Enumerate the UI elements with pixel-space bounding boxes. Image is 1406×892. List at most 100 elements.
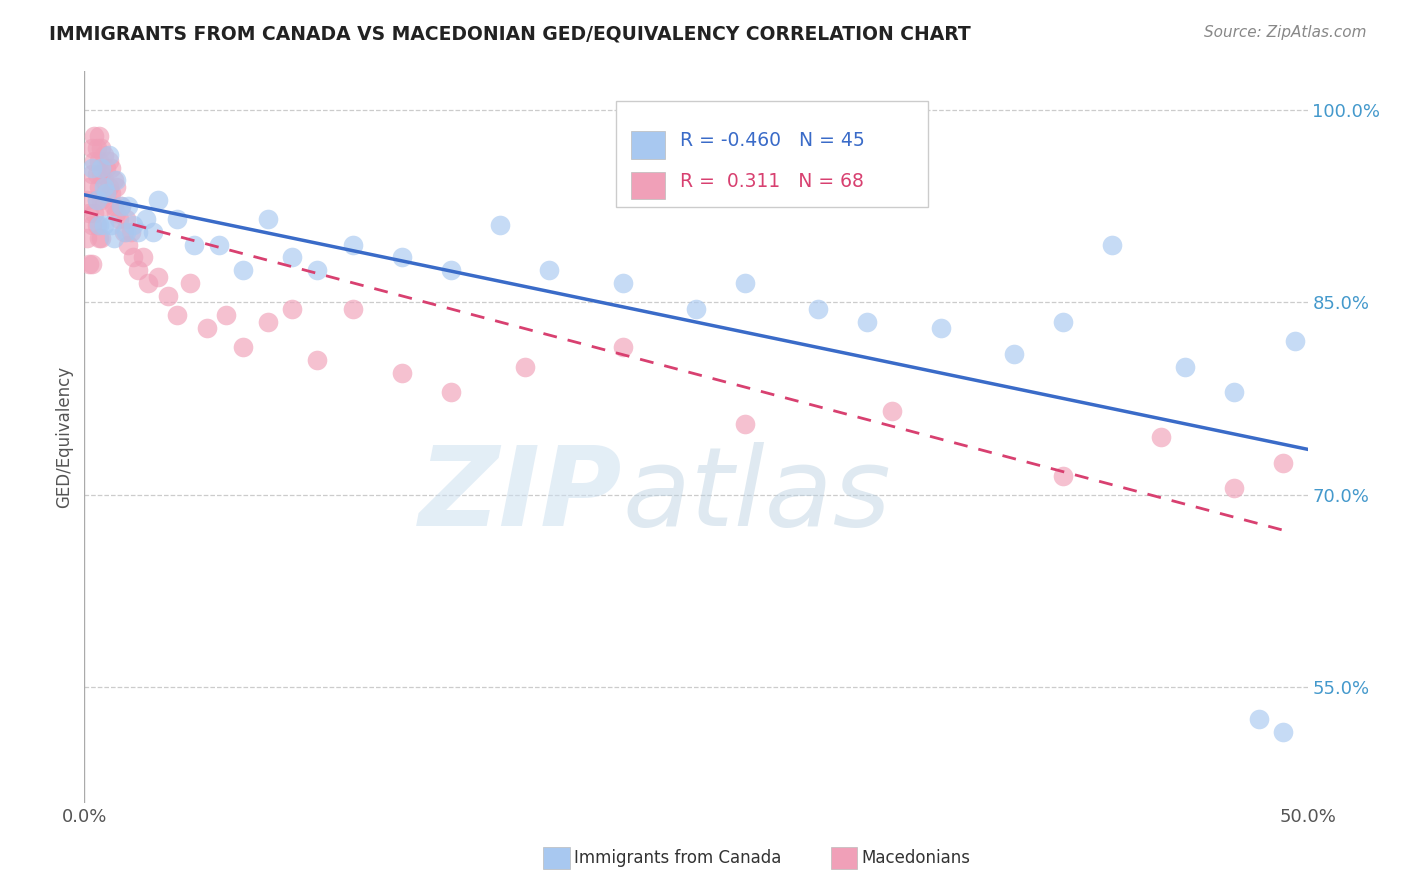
Point (90, 193, 112, 207)
Point (281, 251, 304, 265)
Point (166, 308, 188, 322)
Point (103, 231, 125, 245)
Point (93, 179, 115, 194)
Point (77, 179, 100, 194)
Text: IMMIGRANTS FROM CANADA VS MACEDONIAN GED/EQUIVALENCY CORRELATION CHART: IMMIGRANTS FROM CANADA VS MACEDONIAN GED… (49, 25, 972, 44)
Point (76, 231, 98, 245)
FancyBboxPatch shape (631, 171, 665, 200)
Point (87, 154, 110, 169)
Point (183, 237, 205, 252)
Point (86, 219, 108, 233)
Point (136, 276, 159, 290)
Point (86, 193, 108, 207)
Point (856, 315, 879, 329)
Point (90, 167, 112, 181)
Point (97, 154, 120, 169)
Point (305, 353, 328, 368)
Point (1052, 468, 1074, 483)
Point (232, 263, 254, 277)
Text: Immigrants from Canada: Immigrants from Canada (574, 848, 780, 867)
Point (80, 219, 103, 233)
Point (96, 186, 118, 201)
Point (1272, 725, 1295, 739)
Text: atlas: atlas (623, 442, 891, 549)
Point (257, 315, 280, 329)
Point (103, 199, 125, 213)
Point (1247, 712, 1270, 726)
Point (96, 186, 118, 201)
Point (146, 193, 169, 207)
Point (76, 193, 98, 207)
Point (1223, 482, 1246, 496)
Point (391, 366, 413, 380)
Point (1272, 456, 1295, 470)
Point (489, 219, 512, 233)
Point (97, 179, 120, 194)
Point (612, 276, 634, 290)
Point (440, 263, 463, 277)
Point (115, 225, 138, 239)
Point (86, 167, 108, 181)
Point (83, 154, 105, 169)
Text: Macedonians: Macedonians (860, 848, 970, 867)
Point (734, 276, 756, 290)
Point (146, 269, 169, 284)
Point (77, 257, 100, 271)
Point (87, 179, 110, 194)
Point (538, 263, 561, 277)
Text: R = -0.460   N = 45: R = -0.460 N = 45 (681, 131, 865, 151)
Point (208, 237, 231, 252)
Point (86, 141, 108, 155)
Point (80, 161, 103, 175)
Text: ZIP: ZIP (419, 442, 623, 549)
FancyBboxPatch shape (831, 847, 858, 869)
Point (107, 211, 129, 226)
Point (132, 251, 155, 265)
Text: R =  0.311   N = 68: R = 0.311 N = 68 (681, 172, 863, 191)
Point (1150, 430, 1173, 444)
Point (122, 219, 145, 233)
Point (179, 276, 201, 290)
Point (110, 199, 132, 213)
Point (103, 173, 125, 187)
Point (93, 199, 115, 213)
Point (513, 359, 536, 374)
Point (342, 301, 364, 316)
Point (166, 211, 188, 226)
Point (100, 219, 122, 233)
Point (80, 141, 103, 155)
Point (90, 141, 112, 155)
Point (156, 289, 179, 303)
Point (115, 211, 138, 226)
FancyBboxPatch shape (631, 131, 665, 159)
Point (1101, 237, 1123, 252)
Point (110, 199, 132, 213)
Y-axis label: GED/Equivalency: GED/Equivalency (55, 366, 73, 508)
Point (90, 161, 112, 175)
Point (80, 257, 103, 271)
Point (734, 417, 756, 432)
Point (1223, 385, 1246, 400)
Point (77, 205, 100, 219)
Point (112, 225, 135, 239)
Point (1002, 346, 1025, 360)
Point (685, 301, 707, 316)
Point (90, 231, 112, 245)
Point (281, 301, 304, 316)
Point (86, 193, 108, 207)
Point (127, 263, 149, 277)
Point (1052, 315, 1074, 329)
Point (97, 148, 120, 162)
Point (1284, 334, 1306, 348)
Point (122, 251, 145, 265)
Point (1174, 359, 1197, 374)
Point (105, 205, 128, 219)
Point (195, 321, 218, 335)
Point (880, 404, 903, 418)
Point (342, 237, 364, 252)
Point (87, 219, 110, 233)
Text: Source: ZipAtlas.com: Source: ZipAtlas.com (1204, 25, 1367, 40)
FancyBboxPatch shape (543, 847, 569, 869)
Point (391, 251, 413, 265)
FancyBboxPatch shape (616, 101, 928, 207)
